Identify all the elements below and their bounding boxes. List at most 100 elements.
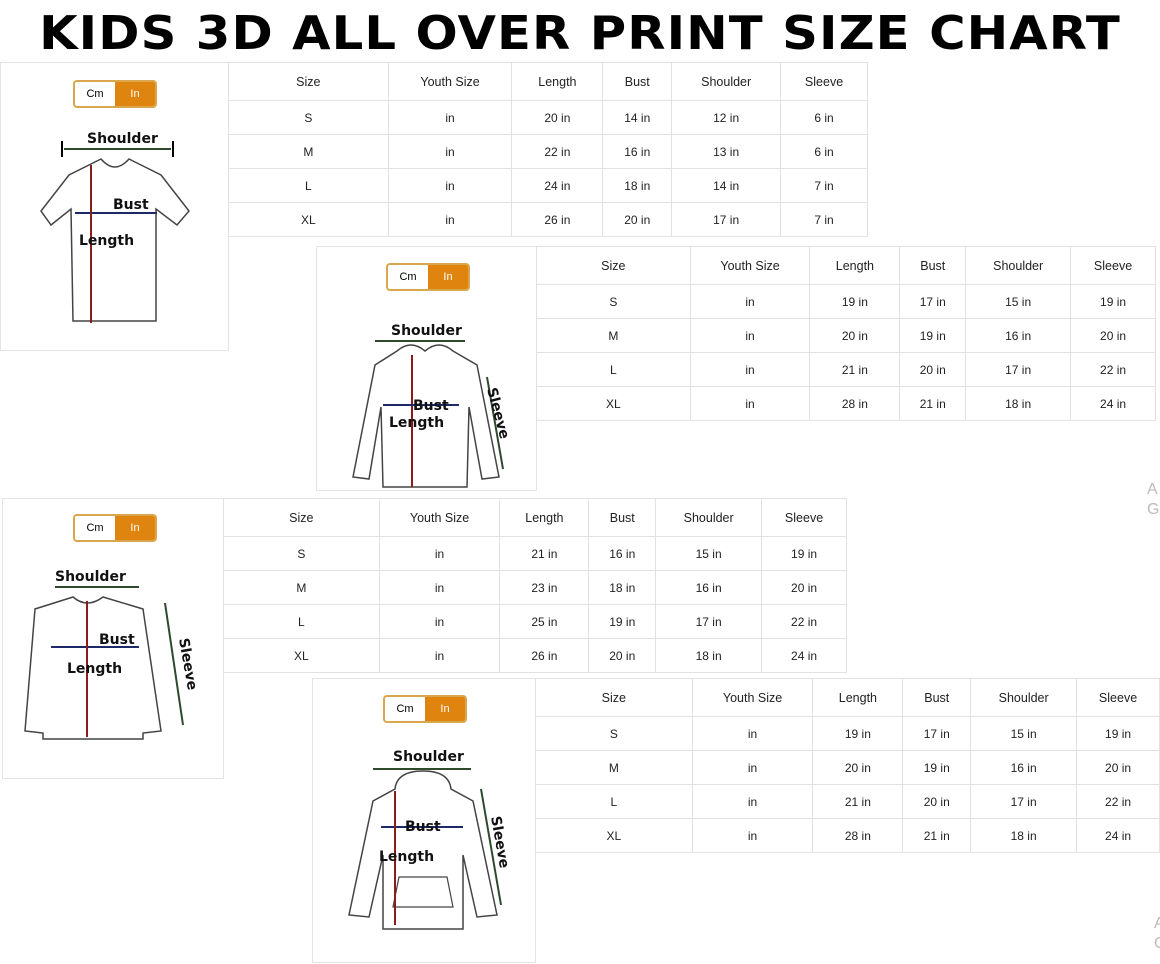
table-cell: 22 in xyxy=(1076,784,1160,819)
table-cell: 16 in xyxy=(602,134,673,169)
table-cell: 22 in xyxy=(1070,352,1156,387)
bust-label: Bust xyxy=(99,632,135,648)
table-cell: 19 in xyxy=(1076,716,1160,751)
table-cell: in xyxy=(378,604,501,639)
column-header: Shoulder xyxy=(970,678,1078,717)
length-label: Length xyxy=(389,415,444,431)
table-cell: 24 in xyxy=(511,168,604,203)
table-cell: 26 in xyxy=(499,638,590,673)
pullover-hoodie-diagram-panel: Cm In Shoulder Bust Length Sleeve xyxy=(312,678,536,963)
table-cell: 24 in xyxy=(1070,386,1156,421)
length-label: Length xyxy=(79,233,134,249)
sleeve-label: Sleeve xyxy=(175,637,200,691)
table-cell: in xyxy=(691,818,814,853)
table-cell: 14 in xyxy=(602,100,673,135)
table-cell: 25 in xyxy=(499,604,590,639)
table-cell: M xyxy=(223,570,380,605)
in-option[interactable]: In xyxy=(115,516,155,540)
column-header: Youth Size xyxy=(378,498,501,537)
table-cell: XL xyxy=(228,202,389,237)
table-row: XL in 26 in 20 in 18 in 24 in xyxy=(223,638,847,673)
column-header: Shoulder xyxy=(655,498,763,537)
table-cell: S xyxy=(536,284,691,319)
table-cell: 6 in xyxy=(780,100,868,135)
table-cell: 20 in xyxy=(902,784,972,819)
table-cell: 21 in xyxy=(899,386,967,421)
column-header: Length xyxy=(812,678,904,717)
sleeve-label: Sleeve xyxy=(483,386,512,441)
column-header: Size xyxy=(223,498,380,537)
table-cell: in xyxy=(691,784,814,819)
table-cell: 26 in xyxy=(511,202,604,237)
table-cell: L xyxy=(535,784,693,819)
table-cell: in xyxy=(691,716,814,751)
column-header: Size xyxy=(228,62,389,101)
unit-toggle[interactable]: Cm In xyxy=(386,263,470,291)
table-cell: 17 in xyxy=(965,352,1072,387)
table-cell: 7 in xyxy=(780,202,868,237)
column-header: Size xyxy=(536,246,691,285)
table-cell: 24 in xyxy=(1076,818,1160,853)
column-header: Sleeve xyxy=(1076,678,1160,717)
column-header: Youth Size xyxy=(691,678,814,717)
table-cell: 7 in xyxy=(780,168,868,203)
zip-hoodie-icon: Shoulder Bust Length Sleeve xyxy=(352,323,512,488)
table-row: XL in 28 in 21 in 18 in 24 in xyxy=(535,818,1160,853)
table-cell: 18 in xyxy=(655,638,763,673)
table-cell: S xyxy=(535,716,693,751)
table-cell: 19 in xyxy=(761,536,847,571)
table-cell: 18 in xyxy=(965,386,1072,421)
table-cell: 20 in xyxy=(812,750,904,785)
unit-toggle[interactable]: Cm In xyxy=(73,80,157,108)
table-cell: 21 in xyxy=(902,818,972,853)
table-cell: 16 in xyxy=(588,536,657,571)
table-cell: M xyxy=(535,750,693,785)
table-cell: 28 in xyxy=(809,386,901,421)
table-cell: 19 in xyxy=(588,604,657,639)
bust-label: Bust xyxy=(113,197,149,213)
unit-toggle[interactable]: Cm In xyxy=(383,695,467,723)
cm-option[interactable]: Cm xyxy=(86,522,104,534)
table-cell: 17 in xyxy=(671,202,782,237)
shoulder-label: Shoulder xyxy=(391,323,462,339)
table-cell: 15 in xyxy=(970,716,1078,751)
bust-label: Bust xyxy=(405,819,441,835)
table-cell: S xyxy=(223,536,380,571)
in-option[interactable]: In xyxy=(428,265,468,289)
table-cell: 17 in xyxy=(899,284,967,319)
table-cell: 28 in xyxy=(812,818,904,853)
column-header: Sleeve xyxy=(1070,246,1156,285)
table-cell: XL xyxy=(223,638,380,673)
in-option[interactable]: In xyxy=(425,697,465,721)
table-cell: in xyxy=(387,202,513,237)
cm-option[interactable]: Cm xyxy=(86,88,104,100)
table-cell: 20 in xyxy=(511,100,604,135)
header-row: Size Youth Size Length Bust Shoulder Sleeve xyxy=(536,246,1156,285)
table-cell: L xyxy=(228,168,389,203)
table-cell: S xyxy=(228,100,389,135)
in-option[interactable]: In xyxy=(115,82,155,106)
table-cell: in xyxy=(387,100,513,135)
column-header: Length xyxy=(809,246,901,285)
unit-toggle[interactable]: Cm In xyxy=(73,514,157,542)
table-cell: XL xyxy=(536,386,691,421)
cm-option[interactable]: Cm xyxy=(399,271,417,283)
table-cell: 19 in xyxy=(809,284,901,319)
table-cell: 19 in xyxy=(812,716,904,751)
header-row: Size Youth Size Length Bust Shoulder Sleeve xyxy=(223,498,847,537)
column-header: Shoulder xyxy=(671,62,782,101)
cm-option[interactable]: Cm xyxy=(396,703,414,715)
column-header: Size xyxy=(535,678,693,717)
table-cell: 19 in xyxy=(899,318,967,353)
column-header: Youth Size xyxy=(689,246,811,285)
